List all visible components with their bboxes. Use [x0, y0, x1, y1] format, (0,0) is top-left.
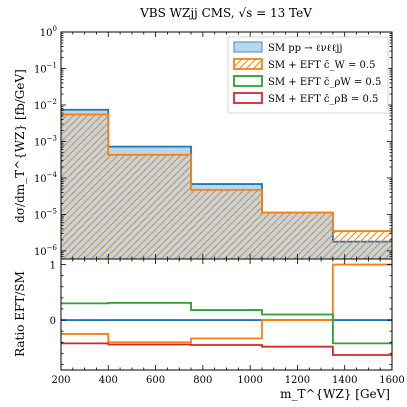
legend-swatch	[233, 41, 263, 53]
bottom-panel-frame	[60, 258, 393, 371]
eft-w-hatch	[61, 114, 392, 259]
ratio-series-3	[61, 342, 392, 356]
legend: SM pp → ℓνℓℓjj SM + EFT c̄_W = 0.5 SM + EF…	[227, 36, 389, 114]
chart-title-text: VBS WZjj CMS, √s = 13 TeV	[139, 6, 312, 20]
x-tick-label: 1600	[379, 375, 404, 386]
eft-w-step-line	[61, 113, 392, 232]
x-tick-label: 800	[193, 375, 212, 386]
x-axis-label-text: m_T^{WZ} [GeV]	[280, 387, 390, 401]
bottom-y-axis-label-text: Ratio EFT/SM	[13, 271, 27, 357]
legend-entry-2: SM + EFT c̄_ρW = 0.5	[233, 75, 381, 88]
legend-label: SM + EFT c̄_W = 0.5	[268, 60, 375, 71]
legend-entry-1: SM + EFT c̄_W = 0.5	[233, 58, 375, 71]
top-y-tick-label: 10−4	[34, 171, 58, 185]
x-tick-label: 200	[51, 375, 70, 386]
legend-items: SM pp → ℓνℓℓjj SM + EFT c̄_W = 0.5 SM + EF…	[233, 41, 381, 105]
legend-entry-0: SM pp → ℓνℓℓjj	[233, 41, 342, 54]
top-series-group	[61, 108, 392, 259]
top-series-1	[61, 113, 392, 259]
top-y-tick-label: 100	[40, 25, 57, 39]
top-y-tick-label: 10−1	[34, 61, 57, 75]
x-tick-label: 1400	[332, 375, 357, 386]
legend-swatch	[233, 58, 263, 70]
legend-swatch	[233, 92, 263, 104]
ratio-series-2	[61, 301, 392, 345]
x-tick-label: 1000	[237, 375, 262, 386]
top-y-tick-label: 10−5	[34, 207, 57, 221]
top-x-ticks	[60, 32, 393, 259]
top-y-axis-label-text: dσ/dm_T^{WZ} [fb/GeV]	[13, 69, 27, 223]
x-axis-label: m_T^{WZ} [GeV]	[280, 387, 390, 401]
chart-title: VBS WZjj CMS, √s = 13 TeV	[139, 6, 312, 20]
bottom-y-axis-label: Ratio EFT/SM	[13, 271, 27, 357]
legend-swatch	[233, 75, 263, 87]
top-y-tick-label: 10−2	[34, 98, 57, 112]
x-tick-label: 600	[146, 375, 165, 386]
legend-label: SM pp → ℓνℓℓjj	[268, 43, 342, 54]
bottom-series-group	[61, 263, 392, 356]
top-y-tick-label: 10−6	[34, 244, 58, 258]
bottom-y-tick-label: 1	[50, 261, 56, 272]
bottom-y-tick-label: 0	[50, 316, 56, 327]
bottom-x-ticks: 200 400 600 800 1000 1200 1400 1600	[51, 259, 405, 386]
top-y-axis-label: dσ/dm_T^{WZ} [fb/GeV]	[13, 69, 27, 223]
legend-frame	[227, 36, 389, 114]
x-tick-label: 400	[99, 375, 118, 386]
legend-entry-3: SM + EFT c̄_ρB = 0.5	[233, 92, 378, 105]
x-tick-label: 1200	[285, 375, 310, 386]
legend-label: SM + EFT c̄_ρW = 0.5	[268, 77, 381, 88]
ratio-series-1	[61, 263, 392, 344]
bottom-panel: 01 200 400 600 800 1000 1200 1400 1600 Ratio EF…	[13, 258, 405, 386]
legend-label: SM + EFT c̄_ρB = 0.5	[268, 94, 378, 105]
top-y-tick-label: 10−3	[34, 134, 57, 148]
top-y-ticks: 10−6 10−5 10−4 10−3 10−2 10−1 100	[34, 25, 392, 260]
bottom-y-ticks: 01	[50, 261, 392, 365]
